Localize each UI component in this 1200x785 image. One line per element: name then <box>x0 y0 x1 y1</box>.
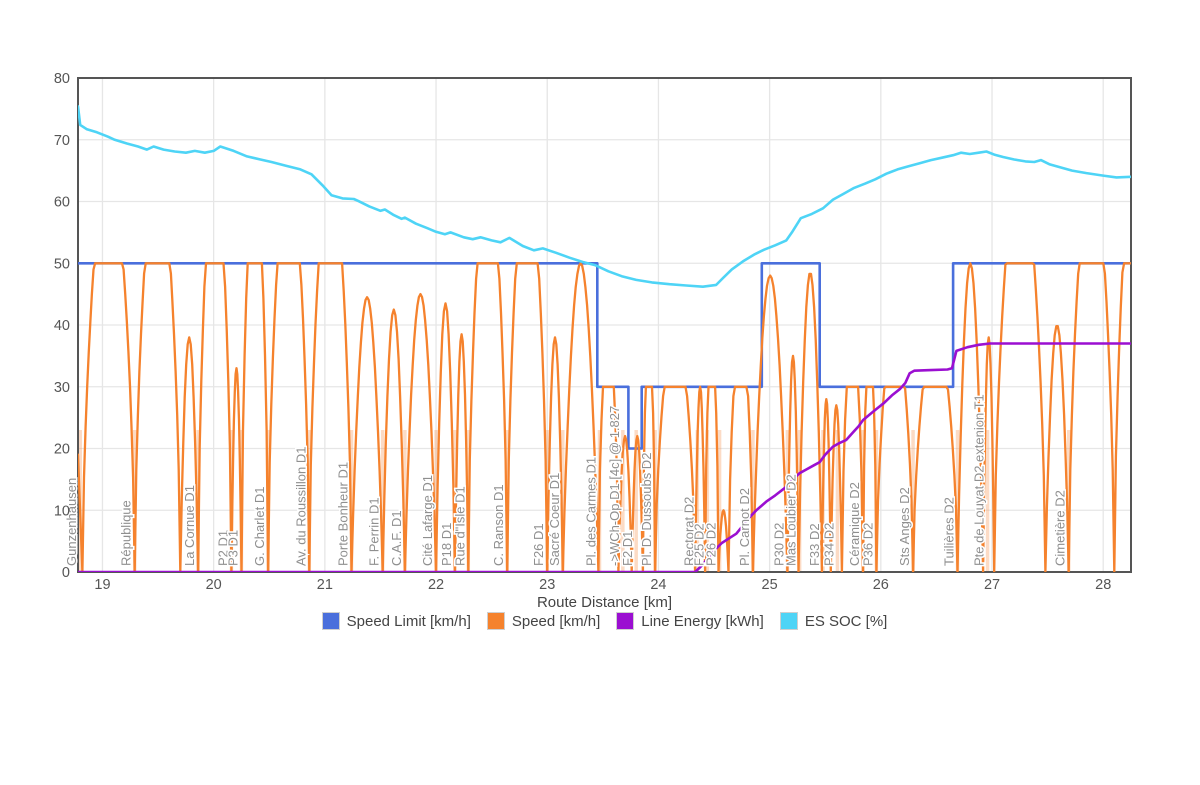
station-label: Gunzenhausen <box>64 478 79 566</box>
legend-label-line-energy: Line Energy [kWh] <box>641 612 764 630</box>
legend-item-speed[interactable]: Speed [km/h] <box>486 612 601 630</box>
station-label: P30 D2 <box>771 523 786 566</box>
x-tick-label: 21 <box>317 577 333 593</box>
station-label: Pl. des Carmes D1 <box>583 457 598 566</box>
legend-item-speed-limit[interactable]: Speed Limit [km/h] <box>321 612 471 630</box>
station-label: Av. du Roussillon D1 <box>293 447 308 566</box>
station-label: La Cornue D1 <box>182 485 197 566</box>
legend-item-line-energy[interactable]: Line Energy [kWh] <box>616 612 764 630</box>
station-label: République <box>119 500 134 566</box>
station-label: P2 D1 <box>215 530 230 566</box>
x-tick-label: 20 <box>206 577 222 593</box>
station-label: P18 D1 <box>439 523 454 566</box>
legend-label-es-soc: ES SOC [%] <box>804 612 888 630</box>
legend-swatch-speed <box>486 612 505 630</box>
x-tick-label: 24 <box>650 577 666 593</box>
y-tick-label: 70 <box>54 133 70 149</box>
x-tick-label: 25 <box>762 577 778 593</box>
station-label: Sacré Coeur D1 <box>547 473 562 566</box>
station-label: F2 D1 <box>620 531 635 566</box>
station-label: G. Charlet D1 <box>252 487 267 566</box>
station-label: F25 D2 <box>691 523 706 566</box>
y-tick-label: 10 <box>54 503 70 519</box>
station-label: Cimetière D2 <box>1053 490 1068 566</box>
y-tick-label: 20 <box>54 442 70 458</box>
station-label: P3 D1 <box>225 530 240 566</box>
station-label: Céramique D2 <box>847 482 862 566</box>
x-tick-label: 23 <box>539 577 555 593</box>
y-tick-label: 0 <box>62 565 70 581</box>
legend-item-es-soc[interactable]: ES SOC [%] <box>779 612 888 630</box>
station-label: P34 D2 <box>821 523 836 566</box>
es-soc-line <box>78 105 1131 289</box>
x-axis-title: Route Distance [km] <box>536 594 673 611</box>
station-label: Rue d"Isle D1 <box>452 486 467 566</box>
station-label: Sts Anges D2 <box>897 487 912 566</box>
legend-label-speed-limit: Speed Limit [km/h] <box>346 612 471 630</box>
legend-swatch-es-soc <box>779 612 798 630</box>
y-tick-label: 40 <box>54 318 70 334</box>
station-label: C. Ranson D1 <box>491 484 506 566</box>
station-label: F33 D2 <box>807 523 822 566</box>
station-label: Pl. D. Dussoubs D2 <box>639 453 654 566</box>
station-label: Tuilières D2 <box>942 497 957 566</box>
x-tick-label: 22 <box>428 577 444 593</box>
speed-line <box>78 262 1131 572</box>
y-tick-label: 60 <box>54 195 70 211</box>
station-label: Porte Bonheur D1 <box>336 462 351 566</box>
x-tick-label: 26 <box>873 577 889 593</box>
x-tick-label: 28 <box>1095 577 1111 593</box>
station-label: Cité Lafarge D1 <box>420 475 435 566</box>
line-energy-line <box>78 342 1131 572</box>
station-label: Mas Loubier D2 <box>784 474 799 566</box>
station-label: F. Perrin D1 <box>367 497 382 566</box>
y-tick-label: 50 <box>54 256 70 272</box>
tick-labels: 19 20 21 22 23 24 25 26 27 28 0 10 20 30 40 50 60 70 80 <box>54 71 1111 593</box>
station-label: P36 D2 <box>860 523 875 566</box>
y-tick-label: 30 <box>54 380 70 396</box>
legend-swatch-speed-limit <box>321 612 340 630</box>
station-labels: Gunzenhausen République La Cornue D1 P2 D1P… <box>63 393 1070 568</box>
station-label: F26 D1 <box>531 523 546 566</box>
series-group <box>78 105 1131 572</box>
legend-swatch-line-energy <box>616 612 635 630</box>
x-tick-label: 27 <box>984 577 1000 593</box>
chart-legend: Speed Limit [km/h] Speed [km/h] Line Energ… <box>78 612 1131 630</box>
station-label: Rectorat D2 <box>681 497 696 566</box>
y-tick-label: 80 <box>54 71 70 87</box>
station-label: C.A.F. D1 <box>389 510 404 566</box>
station-label: P26 D2 <box>704 523 719 566</box>
x-tick-label: 19 <box>94 577 110 593</box>
station-label: ->WCh-Op D1 [4c] @ 1.827 <box>607 406 622 566</box>
station-label: Pte de Louyat D2 extenion T1 <box>972 394 987 566</box>
station-label: Pl. Carnot D2 <box>737 488 752 566</box>
legend-label-speed: Speed [km/h] <box>511 612 601 630</box>
